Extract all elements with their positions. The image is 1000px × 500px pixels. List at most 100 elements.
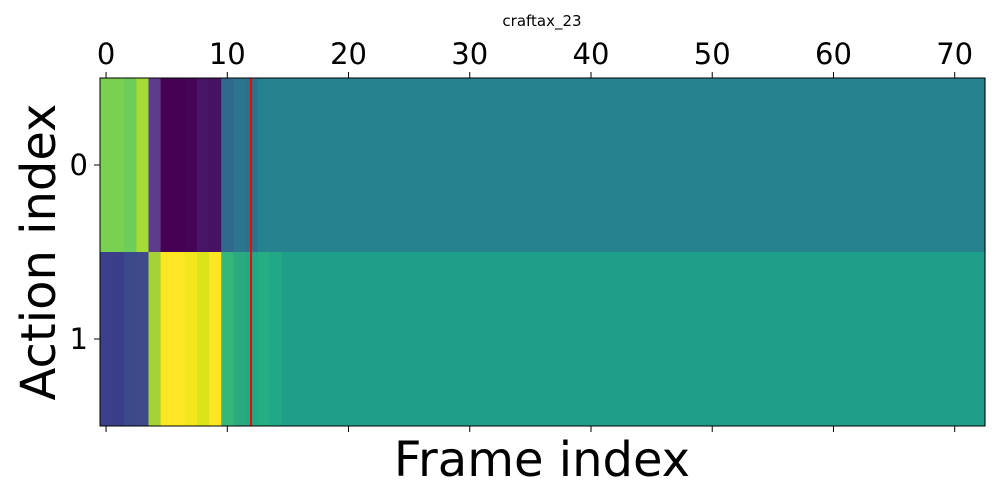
heatmap-cell <box>209 252 222 426</box>
heatmap-cell <box>548 252 562 426</box>
heatmap-cell <box>136 78 150 252</box>
heatmap-cells <box>100 78 986 426</box>
heatmap-cell <box>888 252 901 426</box>
heatmap-cell <box>366 252 380 426</box>
heatmap-cell <box>912 78 925 252</box>
heatmap-cell <box>439 252 453 426</box>
x-tick-label: 40 <box>573 37 610 71</box>
y-axis-label: Action index <box>11 104 67 401</box>
heatmap-cell <box>936 78 950 252</box>
heatmap-cell <box>815 252 828 426</box>
heatmap-cell <box>669 78 683 252</box>
heatmap-cell <box>827 78 841 252</box>
heatmap-cell <box>718 78 732 252</box>
heatmap-cell <box>112 252 125 426</box>
heatmap-cell <box>706 78 719 252</box>
heatmap-cell <box>657 252 671 426</box>
heatmap-cell <box>524 252 538 426</box>
heatmap-cell <box>184 252 198 426</box>
heatmap-cell <box>851 252 865 426</box>
heatmap-cell <box>475 78 489 252</box>
heatmap-cell <box>778 252 792 426</box>
heatmap-cell <box>912 252 925 426</box>
heatmap-cell <box>924 252 938 426</box>
heatmap-cell <box>293 252 307 426</box>
heatmap-cell <box>584 252 598 426</box>
heatmap-cell <box>633 78 647 252</box>
heatmap-cell <box>512 78 525 252</box>
heatmap-cell <box>536 252 550 426</box>
heatmap-cell <box>803 78 816 252</box>
x-tick-label: 30 <box>451 37 488 71</box>
heatmap-cell <box>403 252 416 426</box>
heatmap-cell <box>875 252 889 426</box>
heatmap-cell <box>342 78 356 252</box>
heatmap-cell <box>463 252 477 426</box>
heatmap-cell <box>366 78 380 252</box>
heatmap-cell <box>172 78 186 252</box>
heatmap-cell <box>524 78 538 252</box>
heatmap-cell <box>306 252 319 426</box>
heatmap-cell <box>572 78 586 252</box>
heatmap-cell <box>972 78 986 252</box>
heatmap-cell <box>657 78 671 252</box>
heatmap-cell <box>184 78 198 252</box>
x-tick-label: 0 <box>97 37 115 71</box>
heatmap-cell <box>803 252 816 426</box>
heatmap-cell <box>778 78 792 252</box>
heatmap-cell <box>536 78 550 252</box>
heatmap-cell <box>572 252 586 426</box>
heatmap-cell <box>754 78 768 252</box>
x-tick-label: 10 <box>209 37 246 71</box>
heatmap-cell <box>851 78 865 252</box>
heatmap-cell <box>427 252 441 426</box>
heatmap-cell <box>500 78 513 252</box>
heatmap-cell <box>621 78 635 252</box>
heatmap-cell <box>742 252 756 426</box>
heatmap-cell <box>597 78 610 252</box>
heatmap-cell <box>378 78 392 252</box>
x-tick-label: 70 <box>936 37 973 71</box>
heatmap-cell <box>681 78 695 252</box>
heatmap-cell <box>609 252 622 426</box>
heatmap-cell <box>815 78 828 252</box>
heatmap-cell <box>875 78 889 252</box>
heatmap-cell <box>293 78 307 252</box>
heatmap-cell <box>112 78 125 252</box>
heatmap-cell <box>172 252 186 426</box>
heatmap-cell <box>512 252 525 426</box>
heatmap-cell <box>766 78 780 252</box>
heatmap-cell <box>257 78 271 252</box>
x-tick-label: 50 <box>694 37 731 71</box>
heatmap-cell <box>888 78 901 252</box>
heatmap-cell <box>306 78 319 252</box>
heatmap-cell <box>960 78 974 252</box>
chart-title: craftax_23 <box>502 12 581 31</box>
heatmap-cell <box>427 78 441 252</box>
heatmap-cell <box>791 252 804 426</box>
heatmap-cell <box>100 78 113 252</box>
heatmap-cell <box>936 252 950 426</box>
heatmap-cell <box>451 252 465 426</box>
heatmap-cell <box>827 252 841 426</box>
heatmap-cell <box>694 252 707 426</box>
plot-frame <box>99 77 986 427</box>
heatmap-cell <box>124 252 137 426</box>
heatmap-cell <box>100 252 113 426</box>
heatmap-cell <box>378 252 392 426</box>
heatmap-cell <box>694 78 707 252</box>
heatmap-cell <box>160 78 174 252</box>
heatmap-cell <box>415 78 428 252</box>
heatmap-cell <box>718 252 732 426</box>
heatmap-cell <box>645 78 659 252</box>
heatmap-cell <box>560 252 574 426</box>
heatmap-cell <box>390 78 404 252</box>
heatmap-cell <box>318 252 331 426</box>
heatmap-cell <box>633 252 647 426</box>
heatmap-cell <box>500 252 513 426</box>
x-axis-ticks: 0 10 20 30 40 50 60 70 <box>97 37 973 432</box>
heatmap-cell <box>233 252 247 426</box>
heatmap-cell <box>863 252 877 426</box>
